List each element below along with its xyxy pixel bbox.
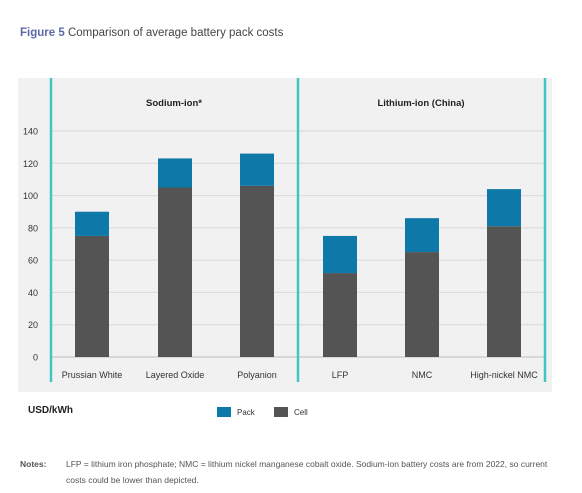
legend-pack-swatch bbox=[217, 407, 231, 417]
figure-number: Figure 5 bbox=[20, 27, 65, 39]
bar-cell bbox=[158, 187, 192, 357]
x-tick-label: Polyanion bbox=[237, 370, 277, 380]
y-tick-label: 120 bbox=[23, 159, 38, 169]
group-title: Sodium-ion* bbox=[146, 98, 202, 109]
bar-pack bbox=[75, 211, 109, 236]
bar-pack bbox=[487, 189, 521, 227]
x-tick-label: Layered Oxide bbox=[146, 370, 205, 380]
x-tick-label: LFP bbox=[332, 370, 349, 380]
bar-cell bbox=[240, 185, 274, 357]
legend-cell-swatch bbox=[274, 407, 288, 417]
x-tick-label: Prussian White bbox=[62, 370, 123, 380]
x-tick-label: NMC bbox=[412, 370, 433, 380]
figure-title: Figure 5 Comparison of average battery p… bbox=[20, 27, 283, 39]
y-tick-label: 20 bbox=[28, 320, 38, 330]
y-tick-label: 100 bbox=[23, 191, 38, 201]
y-tick-label: 140 bbox=[23, 127, 38, 137]
bar-cell bbox=[75, 235, 109, 357]
units-label: USD/kWh bbox=[28, 405, 73, 416]
figure-title-text: Comparison of average battery pack costs bbox=[67, 27, 284, 39]
bar-pack bbox=[323, 235, 357, 274]
bar-pack bbox=[158, 158, 192, 188]
legend-cell-label: Cell bbox=[294, 407, 308, 417]
legend-pack: Pack bbox=[217, 407, 255, 417]
notes-label: Notes: bbox=[20, 459, 47, 469]
legend-cell: Cell bbox=[274, 407, 308, 417]
bar-pack bbox=[405, 218, 439, 253]
bar-pack bbox=[240, 153, 274, 186]
legend-pack-label: Pack bbox=[237, 407, 255, 417]
y-tick-label: 0 bbox=[33, 353, 38, 363]
bar-cell bbox=[323, 273, 357, 357]
x-tick-label: High-nickel NMC bbox=[470, 370, 538, 380]
y-tick-label: 80 bbox=[28, 223, 38, 233]
y-tick-label: 60 bbox=[28, 256, 38, 266]
notes-text: LFP = lithium iron phosphate; NMC = lith… bbox=[66, 459, 548, 485]
y-tick-label: 40 bbox=[28, 288, 38, 298]
bar-cell bbox=[487, 226, 521, 357]
group-title: Lithium-ion (China) bbox=[377, 98, 464, 109]
bar-cell bbox=[405, 252, 439, 357]
